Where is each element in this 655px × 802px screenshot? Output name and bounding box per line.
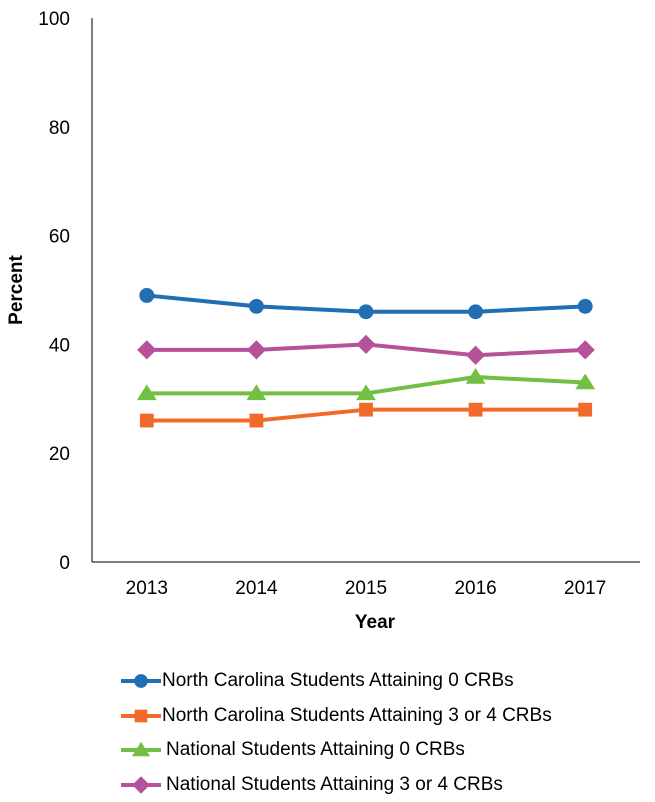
data-point (468, 304, 483, 319)
data-point (578, 403, 592, 417)
series-1 (139, 288, 592, 319)
y-axis-title: Percent (6, 254, 27, 324)
data-point (139, 288, 154, 303)
data-point (140, 414, 154, 428)
legend-label: National Students Attaining 0 CRBs (166, 739, 465, 761)
y-tick-label: 20 (49, 444, 70, 465)
series-group (137, 288, 595, 427)
y-tick-label: 0 (59, 553, 70, 574)
legend-marker-icon (134, 674, 148, 688)
line-chart: 0 20 40 60 80 100 2013 2014 2015 2016 2017 Year P… (0, 0, 655, 660)
series-3 (137, 368, 595, 400)
series-2 (140, 403, 592, 428)
legend: North Carolina Students Attaining 0 CRBs… (120, 664, 650, 802)
data-point (356, 335, 375, 354)
axes (92, 18, 640, 562)
legend-item: North Carolina Students Attaining 0 CRBs (120, 664, 650, 699)
data-point (250, 414, 264, 428)
x-tick-label: 2013 (126, 578, 168, 599)
data-point (137, 340, 156, 359)
data-point (359, 403, 373, 417)
x-tick-label: 2014 (235, 578, 278, 599)
y-tick-label: 80 (49, 118, 70, 139)
legend-marker-icon (132, 776, 150, 794)
y-tick-label: 40 (49, 335, 70, 356)
x-tick-label: 2016 (454, 578, 496, 599)
data-point (359, 304, 374, 319)
legend-label: North Carolina Students Attaining 0 CRBs (162, 670, 514, 692)
series-4 (137, 335, 595, 365)
legend-swatch (120, 738, 162, 762)
legend-swatch (120, 773, 162, 797)
legend-marker-icon (135, 709, 148, 722)
x-tick-label: 2015 (345, 578, 387, 599)
legend-label: National Students Attaining 3 or 4 CRBs (166, 774, 503, 796)
x-axis-title: Year (355, 612, 396, 633)
data-point (249, 299, 264, 314)
legend-item: North Carolina Students Attaining 3 or 4… (120, 699, 650, 734)
x-tick-label: 2017 (564, 578, 606, 599)
legend-swatch (120, 669, 162, 693)
y-tick-label: 60 (49, 227, 70, 248)
data-point (578, 299, 593, 314)
data-point (576, 340, 595, 359)
y-tick-label: 100 (38, 9, 70, 30)
x-tick-labels: 2013 2014 2015 2016 2017 (126, 578, 607, 599)
y-tick-labels: 0 20 40 60 80 100 (38, 9, 70, 574)
data-point (469, 403, 483, 417)
data-point (466, 346, 485, 365)
legend-label: North Carolina Students Attaining 3 or 4… (162, 705, 552, 727)
legend-swatch (120, 704, 162, 728)
legend-item: National Students Attaining 0 CRBs (120, 733, 650, 768)
data-point (247, 340, 266, 359)
